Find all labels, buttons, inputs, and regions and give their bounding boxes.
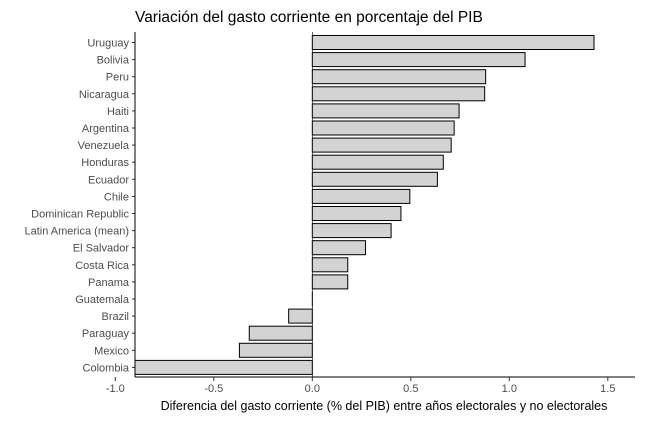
bar-ecuador — [311, 171, 438, 187]
category-label: Argentina — [82, 123, 130, 135]
x-axis-label: Diferencia del gasto corriente (% del PI… — [161, 399, 608, 413]
category-label: Panama — [88, 277, 130, 289]
x-tick-label: 0.5 — [403, 383, 418, 395]
x-ticks: -1.0 -0.5 0.0 0.5 1.0 1.5 — [106, 377, 615, 395]
bar-nicaragua — [311, 86, 486, 102]
bar-mexico — [238, 342, 313, 358]
bar-colombia — [134, 359, 313, 375]
category-label: Brazil — [101, 311, 129, 323]
x-tick-label: -0.5 — [204, 383, 223, 395]
category-label: Peru — [106, 72, 129, 84]
bar-costa-rica — [311, 257, 349, 273]
x-tick-label: 1.5 — [600, 383, 615, 395]
bar-peru — [311, 69, 487, 85]
category-label: Dominican Republic — [31, 209, 129, 221]
category-label: Uruguay — [87, 38, 129, 50]
bar-brazil — [288, 308, 313, 324]
bar-uruguay — [311, 35, 595, 50]
category-labels: Uruguay Bolivia Peru Nicaragua Haiti Argentin… — [24, 38, 135, 374]
bar-honduras — [311, 154, 444, 170]
bar-panama — [311, 274, 349, 290]
category-label: Colombia — [83, 362, 130, 374]
category-label: Guatemala — [75, 294, 130, 306]
category-label: Nicaragua — [79, 89, 130, 101]
category-label: Chile — [104, 191, 129, 203]
bar-argentina — [311, 120, 455, 136]
bar-latin-america-mean — [311, 223, 392, 239]
category-label: Honduras — [81, 157, 129, 169]
category-label: Mexico — [94, 345, 129, 357]
bar-el-salvador — [311, 240, 366, 256]
category-label: Costa Rica — [75, 260, 130, 272]
category-label: Paraguay — [82, 328, 130, 340]
x-tick-label: 1.0 — [502, 383, 517, 395]
bar-bolivia — [311, 52, 526, 68]
category-label: Venezuela — [78, 140, 130, 152]
bar-paraguay — [248, 325, 313, 341]
x-tick-label: 0.0 — [305, 383, 320, 395]
category-label: Bolivia — [97, 55, 130, 67]
x-tick-label: -1.0 — [106, 383, 125, 395]
chart-title: Variación del gasto corriente en porcent… — [135, 9, 483, 26]
category-label: Ecuador — [88, 174, 129, 186]
bar-venezuela — [311, 137, 452, 153]
category-label: Latin America (mean) — [24, 226, 129, 238]
bar-dominican-republic — [311, 206, 402, 221]
bar-haiti — [311, 103, 460, 119]
category-label: El Salvador — [73, 243, 130, 255]
category-label: Haiti — [107, 106, 129, 118]
bars-group — [134, 32, 595, 377]
bar-chile — [311, 188, 411, 204]
